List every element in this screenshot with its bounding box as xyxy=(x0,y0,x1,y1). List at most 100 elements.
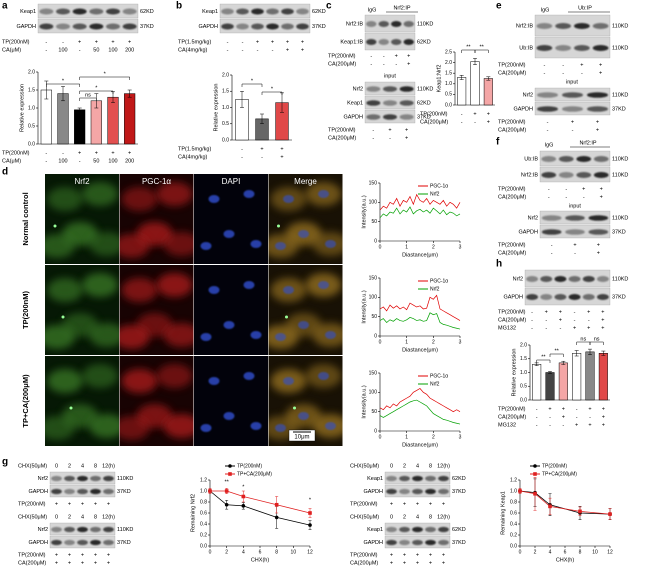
blot-band xyxy=(399,86,414,92)
y-tick-label: 0.2 xyxy=(510,532,517,538)
treatment-mark: + xyxy=(107,560,110,566)
x-axis-label: Diastance(μm) xyxy=(402,347,438,353)
kd-label: 37KD xyxy=(612,294,626,300)
nucleus xyxy=(223,230,235,238)
y-tick-label: 0.5 xyxy=(28,123,35,129)
blot-band xyxy=(90,539,101,546)
blot-band xyxy=(90,475,101,482)
treatment-label: TP(200nM) xyxy=(498,186,526,192)
bar xyxy=(470,61,480,106)
y-tick-label: 0.0 xyxy=(222,137,229,143)
blot-band xyxy=(412,475,423,482)
treatment-label: CHX(50μM) xyxy=(18,514,47,520)
bar xyxy=(124,93,136,145)
sig-label: ** xyxy=(466,44,471,50)
treatment-mark: + xyxy=(390,552,393,558)
blot-band xyxy=(399,539,410,546)
blot-band xyxy=(56,23,70,30)
x-tick-label: 0 xyxy=(379,434,382,440)
error-bar xyxy=(77,107,82,112)
treatment-mark: + xyxy=(78,150,81,156)
sig-label: * xyxy=(95,85,98,91)
treatment-mark: 50 xyxy=(93,158,99,164)
kd-label: 37KD xyxy=(117,489,131,495)
bar xyxy=(598,353,608,401)
y-tick-label: 1.0 xyxy=(520,370,527,376)
treatment-mark: + xyxy=(602,422,605,428)
treatment-mark: + xyxy=(388,127,391,133)
treatment-label: TP(200nM) xyxy=(498,62,526,68)
blot-band xyxy=(122,8,137,15)
legend-marker xyxy=(228,464,232,468)
treatment-mark: 4 xyxy=(81,514,84,520)
x-tick-label: 1 xyxy=(405,339,408,345)
treatment-mark: - xyxy=(547,119,549,125)
nucleus xyxy=(223,412,235,420)
nucleus xyxy=(208,195,220,203)
error-bar xyxy=(260,113,264,124)
y-tick-label: 50 xyxy=(371,314,377,320)
blot-band xyxy=(582,276,595,282)
error-bar xyxy=(61,86,65,102)
treatment-mark: 0 xyxy=(55,514,58,520)
input-label: input xyxy=(566,79,578,85)
blot-band xyxy=(39,23,54,30)
blot-band xyxy=(425,475,436,482)
treatment-mark: + xyxy=(597,250,600,256)
nucleus xyxy=(298,412,309,420)
y-tick-label: 0.8 xyxy=(200,499,207,505)
treatment-label: TP(200nM) xyxy=(498,242,526,248)
treatment-mark: 0 xyxy=(390,463,393,469)
blot-band xyxy=(51,526,62,533)
micrograph xyxy=(119,174,194,264)
treatment-mark: + xyxy=(580,62,583,68)
blot-label: Keap1:IB xyxy=(340,39,363,45)
treatment-mark: - xyxy=(45,158,47,164)
y-tick-label: 0.5 xyxy=(222,121,229,127)
ip-label: IgG xyxy=(545,142,554,148)
x-axis-label: Diastance(μm) xyxy=(402,252,438,258)
y-tick-label: 2.0 xyxy=(520,342,527,348)
treatment-mark: - xyxy=(395,61,397,67)
blot-band xyxy=(39,8,54,15)
cell xyxy=(89,414,119,438)
blot-label: Nrf2:IB xyxy=(516,23,533,29)
sig-label: * xyxy=(309,497,312,503)
sig-bracket xyxy=(79,97,97,101)
y-tick-label: 2.5 xyxy=(445,49,452,55)
treatment-mark: - xyxy=(574,309,576,315)
y-tick-label: 0.0 xyxy=(445,102,452,108)
blot-band xyxy=(399,114,414,120)
treatment-label: CA(200μM) xyxy=(328,61,356,67)
blot-band xyxy=(425,488,436,495)
point xyxy=(208,489,212,493)
treatment-mark: + xyxy=(95,150,98,156)
cell xyxy=(89,323,119,347)
sig-bracket xyxy=(261,91,283,95)
x-tick-label: 10 xyxy=(291,549,297,555)
y-tick-label: 0.8 xyxy=(510,499,517,505)
treatment-mark: + xyxy=(94,501,97,507)
blot-band xyxy=(568,294,581,300)
micrograph xyxy=(268,265,343,355)
input-label: input xyxy=(569,203,581,209)
treatment-mark: 4 xyxy=(416,463,419,469)
nucleus xyxy=(250,422,262,430)
blot-band xyxy=(391,39,402,45)
y-tick-label: 2.0 xyxy=(28,69,35,75)
blot-band xyxy=(281,8,294,15)
cell xyxy=(156,273,193,297)
blot-label: GAPDH xyxy=(28,540,48,546)
treatment-mark: 4 xyxy=(416,514,419,520)
blot-band xyxy=(296,8,309,15)
legend-label: TP(200nM) xyxy=(542,463,567,469)
y-tick-label: 0 xyxy=(374,428,377,434)
nucleus xyxy=(223,321,235,329)
treatment-mark: - xyxy=(562,70,564,76)
treatment-mark: + xyxy=(597,242,600,248)
sig-bracket xyxy=(549,353,564,357)
y-tick-label: 0.0 xyxy=(200,543,207,549)
blot-band xyxy=(568,276,581,282)
treatment-mark: 2 xyxy=(403,514,406,520)
blot-band xyxy=(438,488,449,495)
